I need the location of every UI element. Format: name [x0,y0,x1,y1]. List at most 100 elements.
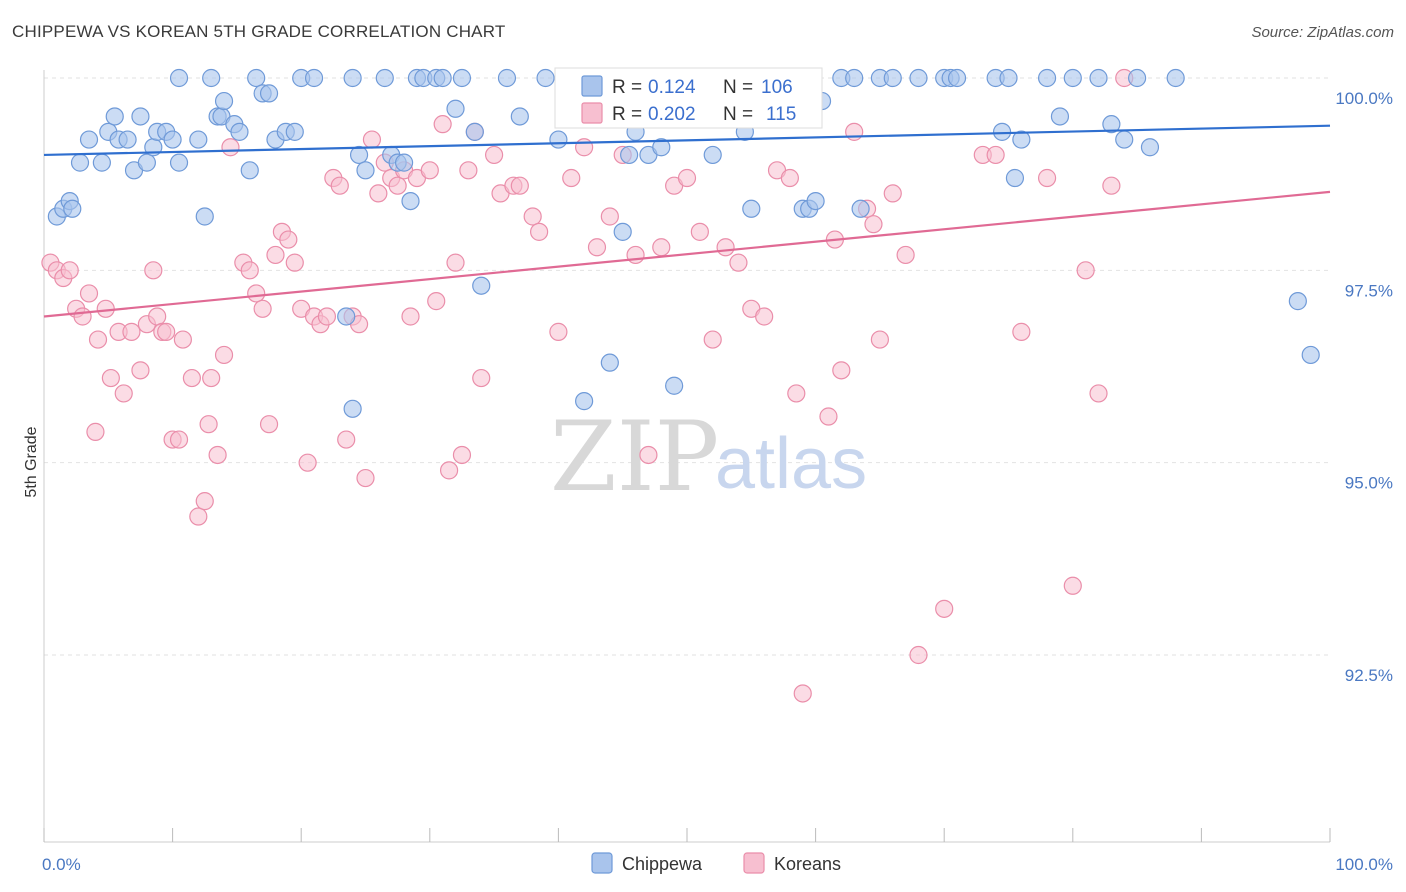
chippewa-point-12 [131,107,150,126]
korean-point-85 [690,222,709,241]
chippewa-points [47,68,1320,418]
korean-point-6 [79,284,99,303]
korean-point-32 [240,261,259,280]
chippewa-point-6 [92,153,111,172]
korean-point-86 [703,330,722,349]
trend-lines [43,124,1331,318]
legend-r-value-1: 0.124 [648,77,696,98]
x-tick-labels: 0.0% 100.0% [42,855,1393,874]
chippewa-point-5 [79,130,99,149]
chippewa-point-104 [1288,292,1307,311]
korean-point-24 [189,507,208,526]
bottom-legend-swatch-korean [743,852,765,874]
korean-point-29 [214,345,234,365]
chippewa-point-64 [613,222,632,241]
chippewa-point-10 [118,130,137,149]
korean-point-73 [530,222,549,241]
korean-point-44 [317,307,337,326]
chippewa-point-41 [356,161,375,180]
chart-title: CHIPPEWA VS KOREAN 5TH GRADE CORRELATION… [12,22,506,41]
korean-point-39 [285,253,304,272]
chippewa-point-50 [433,68,452,88]
legend-r-label-2: R = [612,104,642,125]
chippewa-point-95 [1037,68,1057,88]
korean-point-46 [330,176,349,195]
chippewa-point-86 [909,68,928,88]
korean-trend-line [43,190,1331,318]
chippewa-point-42 [375,68,394,88]
legend-swatch-chippewa [581,75,603,97]
chippewa-trend-line [43,124,1331,157]
chippewa-point-75 [742,199,761,218]
chippewa-point-92 [999,68,1018,88]
chippewa-point-94 [1012,130,1031,149]
chippewa-point-56 [510,107,529,126]
chippewa-point-96 [1050,107,1070,126]
chippewa-point-36 [304,68,324,88]
chippewa-point-18 [169,153,189,172]
chippewa-point-69 [665,376,684,395]
korean-point-68 [485,145,504,165]
korean-points [41,68,1134,703]
korean-point-93 [787,384,806,403]
korean-point-94 [793,684,812,703]
korean-point-87 [716,238,735,257]
chippewa-point-100 [1115,130,1134,149]
korean-point-22 [173,330,192,349]
y-axis-label: 5th Grade [23,426,40,497]
korean-point-23 [182,368,201,388]
korean-point-75 [562,168,581,188]
chippewa-point-40 [349,145,369,165]
chippewa-point-65 [620,145,639,165]
chippewa-point-101 [1127,68,1147,88]
legend-swatch-korean [581,102,603,124]
legend-stats: R = 0.124 N = 106 R = 0.202 N = 115 [554,67,823,129]
legend-series: Chippewa Koreans [591,852,841,874]
chippewa-point-34 [285,122,304,141]
korean-point-109 [1037,168,1057,188]
chippewa-point-54 [472,276,491,295]
chippewa-point-103 [1166,68,1185,88]
legend-r-value-2: 0.202 [648,104,696,125]
chippewa-point-58 [549,130,568,149]
korean-point-47 [337,430,356,449]
chippewa-point-38 [343,68,362,88]
korean-point-67 [472,368,491,388]
korean-point-9 [96,299,115,318]
korean-point-81 [639,445,658,465]
korean-point-102 [883,184,902,203]
chippewa-point-31 [259,84,279,103]
chippewa-point-102 [1140,138,1160,157]
chippewa-point-98 [1089,68,1108,88]
korean-point-101 [870,330,890,349]
korean-point-14 [131,361,150,380]
chippewa-point-99 [1102,115,1121,134]
chippewa-point-52 [452,68,472,88]
chippewa-point-57 [536,68,555,88]
chippewa-point-72 [703,145,722,165]
korean-point-78 [600,207,619,226]
legend-r-label-1: R = [612,77,642,98]
gridlines [44,77,1330,656]
chippewa-point-97 [1063,68,1082,88]
korean-point-50 [356,468,375,488]
chippewa-point-45 [394,153,414,172]
y-tick-label-0: 92.5% [1345,666,1393,685]
korean-point-38 [279,230,298,249]
korean-point-26 [199,415,218,434]
korean-point-98 [845,122,864,141]
korean-point-55 [388,176,407,195]
chippewa-point-105 [1301,345,1320,365]
chippewa-point-60 [575,392,594,411]
chippewa-point-39 [343,399,362,418]
korean-point-100 [864,215,883,234]
korean-point-72 [523,207,542,226]
korean-point-19 [157,322,176,341]
korean-point-84 [677,168,697,188]
chippewa-point-17 [163,130,182,149]
korean-point-28 [208,445,227,465]
korean-point-107 [986,145,1005,165]
korean-point-95 [819,407,838,426]
korean-point-33 [247,284,266,303]
